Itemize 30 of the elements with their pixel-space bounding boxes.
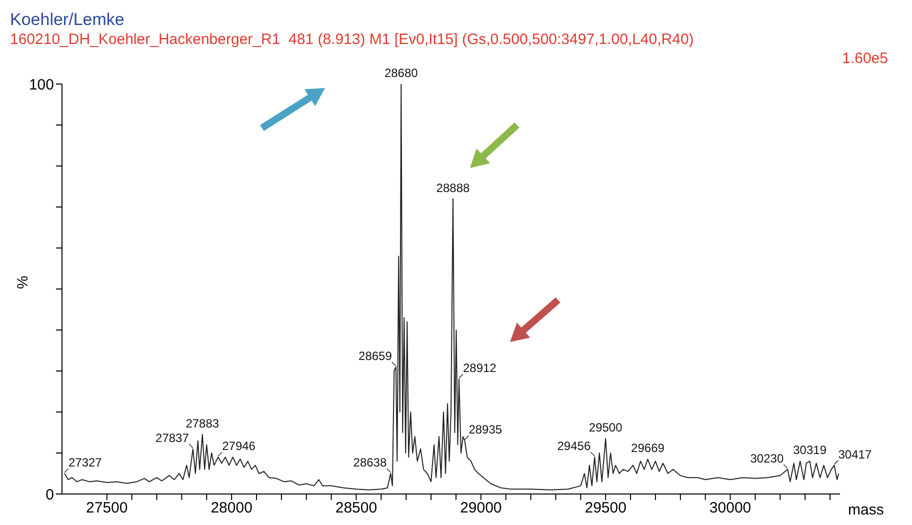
annotation: 30230 <box>750 451 784 466</box>
annotation: 28638 <box>353 456 387 470</box>
annotation: 29456 <box>557 439 591 454</box>
annotation: 27883 <box>186 416 220 431</box>
y-axis-title: % <box>14 276 32 289</box>
annotation: 29500 <box>588 420 623 435</box>
annotation: 29669 <box>631 441 665 456</box>
annotation: 28912 <box>462 361 497 376</box>
y-tick-label: 100 <box>28 76 54 94</box>
annotation: 28935 <box>468 422 502 437</box>
annotation: 30417 <box>838 447 872 462</box>
annotation: 28659 <box>358 348 392 363</box>
annotation: 28888 <box>436 180 470 195</box>
chart-title: Koehler/Lemke <box>10 10 124 30</box>
annotation: 27837 <box>156 430 190 445</box>
x-axis-title: mass <box>848 501 884 518</box>
annotation: 30319 <box>793 443 827 458</box>
x-tick-label: 29000 <box>460 500 502 517</box>
annotation: 27946 <box>222 439 256 454</box>
annotation: 28680 <box>384 66 418 80</box>
line-series <box>64 84 840 490</box>
x-tick-label: 29500 <box>584 500 626 517</box>
chart-subtitle: 160210_DH_Koehler_Hackenberger_R1 481 (8.913) M1 [Ev0,It15] (Gs,0.500,500:3497,1.00,L40,R40) <box>10 31 694 48</box>
x-tick-label: 30000 <box>709 500 752 517</box>
text: 1.60e5 <box>842 50 888 67</box>
x-tick-label: 28500 <box>335 500 378 517</box>
y-tick-label: 0 <box>46 486 54 504</box>
annotation: 27327 <box>68 456 102 470</box>
x-tick-label: 28000 <box>210 500 252 517</box>
x-tick-label: 27500 <box>86 500 128 517</box>
